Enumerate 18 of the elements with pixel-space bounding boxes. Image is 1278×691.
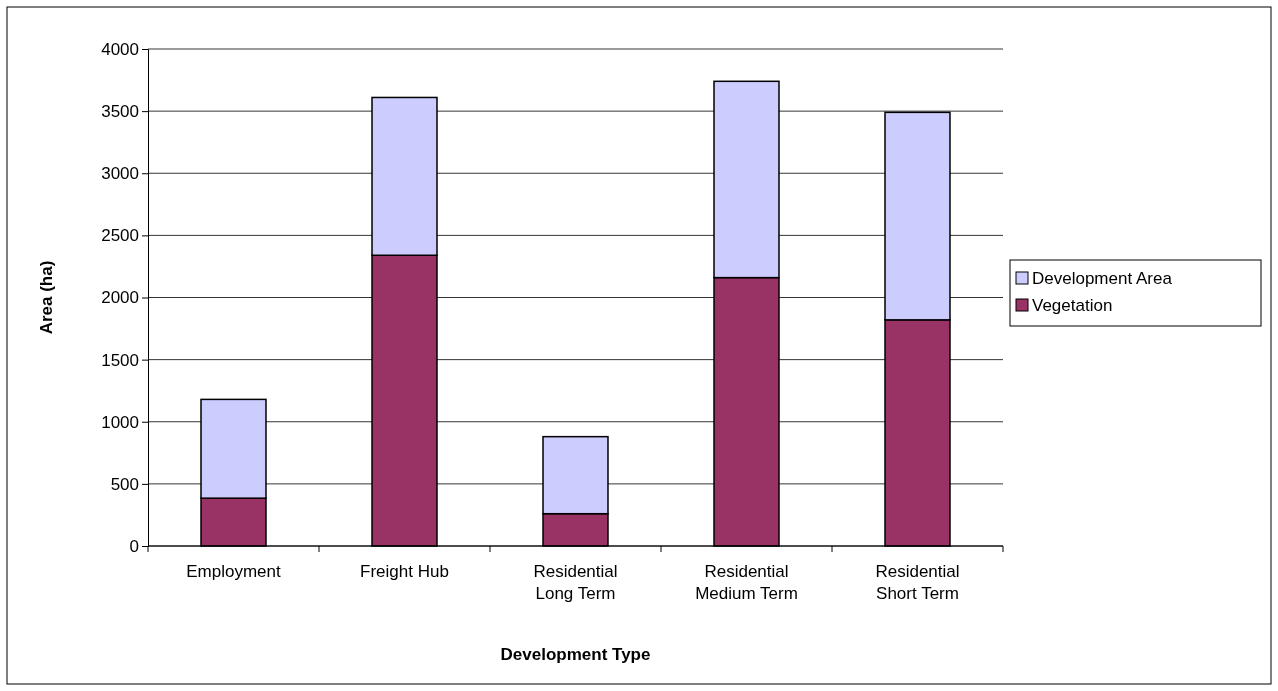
y-tick-label: 3500 (101, 102, 139, 122)
y-tick-label: 4000 (101, 39, 139, 59)
x-tick-label: Residential Long Term (533, 562, 618, 603)
x-tick-label: Employment (186, 562, 282, 581)
x-tick-label: Freight Hub (360, 562, 449, 581)
y-tick-label: 3000 (101, 164, 139, 184)
y-tick-label: 2000 (101, 288, 139, 308)
x-axis-title: Development Type (500, 645, 651, 664)
x-tick-label: Residential Short Term (875, 562, 960, 603)
legend-label: Development Area (1032, 269, 1173, 288)
legend-label: Vegetation (1032, 296, 1113, 315)
y-tick-label: 2500 (101, 226, 139, 246)
x-tick-label: Residential Medium Term (695, 562, 798, 603)
y-axis-title: Area (ha) (37, 260, 56, 335)
y-tick-label: 1000 (101, 412, 139, 432)
y-tick-label: 0 (129, 536, 139, 556)
y-tick-label: 500 (110, 474, 139, 494)
y-tick-label: 1500 (101, 350, 139, 370)
